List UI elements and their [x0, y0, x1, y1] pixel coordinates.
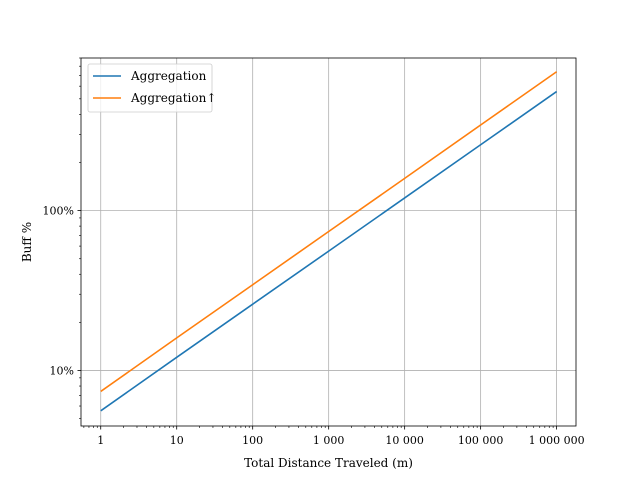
legend-label: Aggregation↑: [130, 91, 216, 105]
x-tick-label: 10 000: [385, 434, 424, 447]
x-tick-label: 1 000 000: [529, 434, 585, 447]
x-tick-label: 1 000: [313, 434, 345, 447]
x-tick-label: 100 000: [458, 434, 504, 447]
x-tick-label: 10: [170, 434, 184, 447]
grid: [81, 58, 576, 426]
y-tick-label: 10%: [50, 365, 74, 378]
y-tick-label: 100%: [43, 205, 74, 218]
x-axis-label: Total Distance Traveled (m): [244, 456, 413, 470]
series-line-1: [100, 90, 558, 412]
axis-ticks: 1 10 100 1 000 10 000 100 000 1 000 000 10% 100%: [43, 57, 585, 447]
y-axis-label: Buff %: [20, 222, 34, 262]
series-line-2: [100, 71, 558, 393]
series-lines: [100, 71, 558, 412]
legend-label: Aggregation: [130, 69, 207, 83]
x-tick-label: 100: [242, 434, 263, 447]
x-tick-label: 1: [97, 434, 104, 447]
legend: Aggregation Aggregation↑: [87, 63, 216, 113]
